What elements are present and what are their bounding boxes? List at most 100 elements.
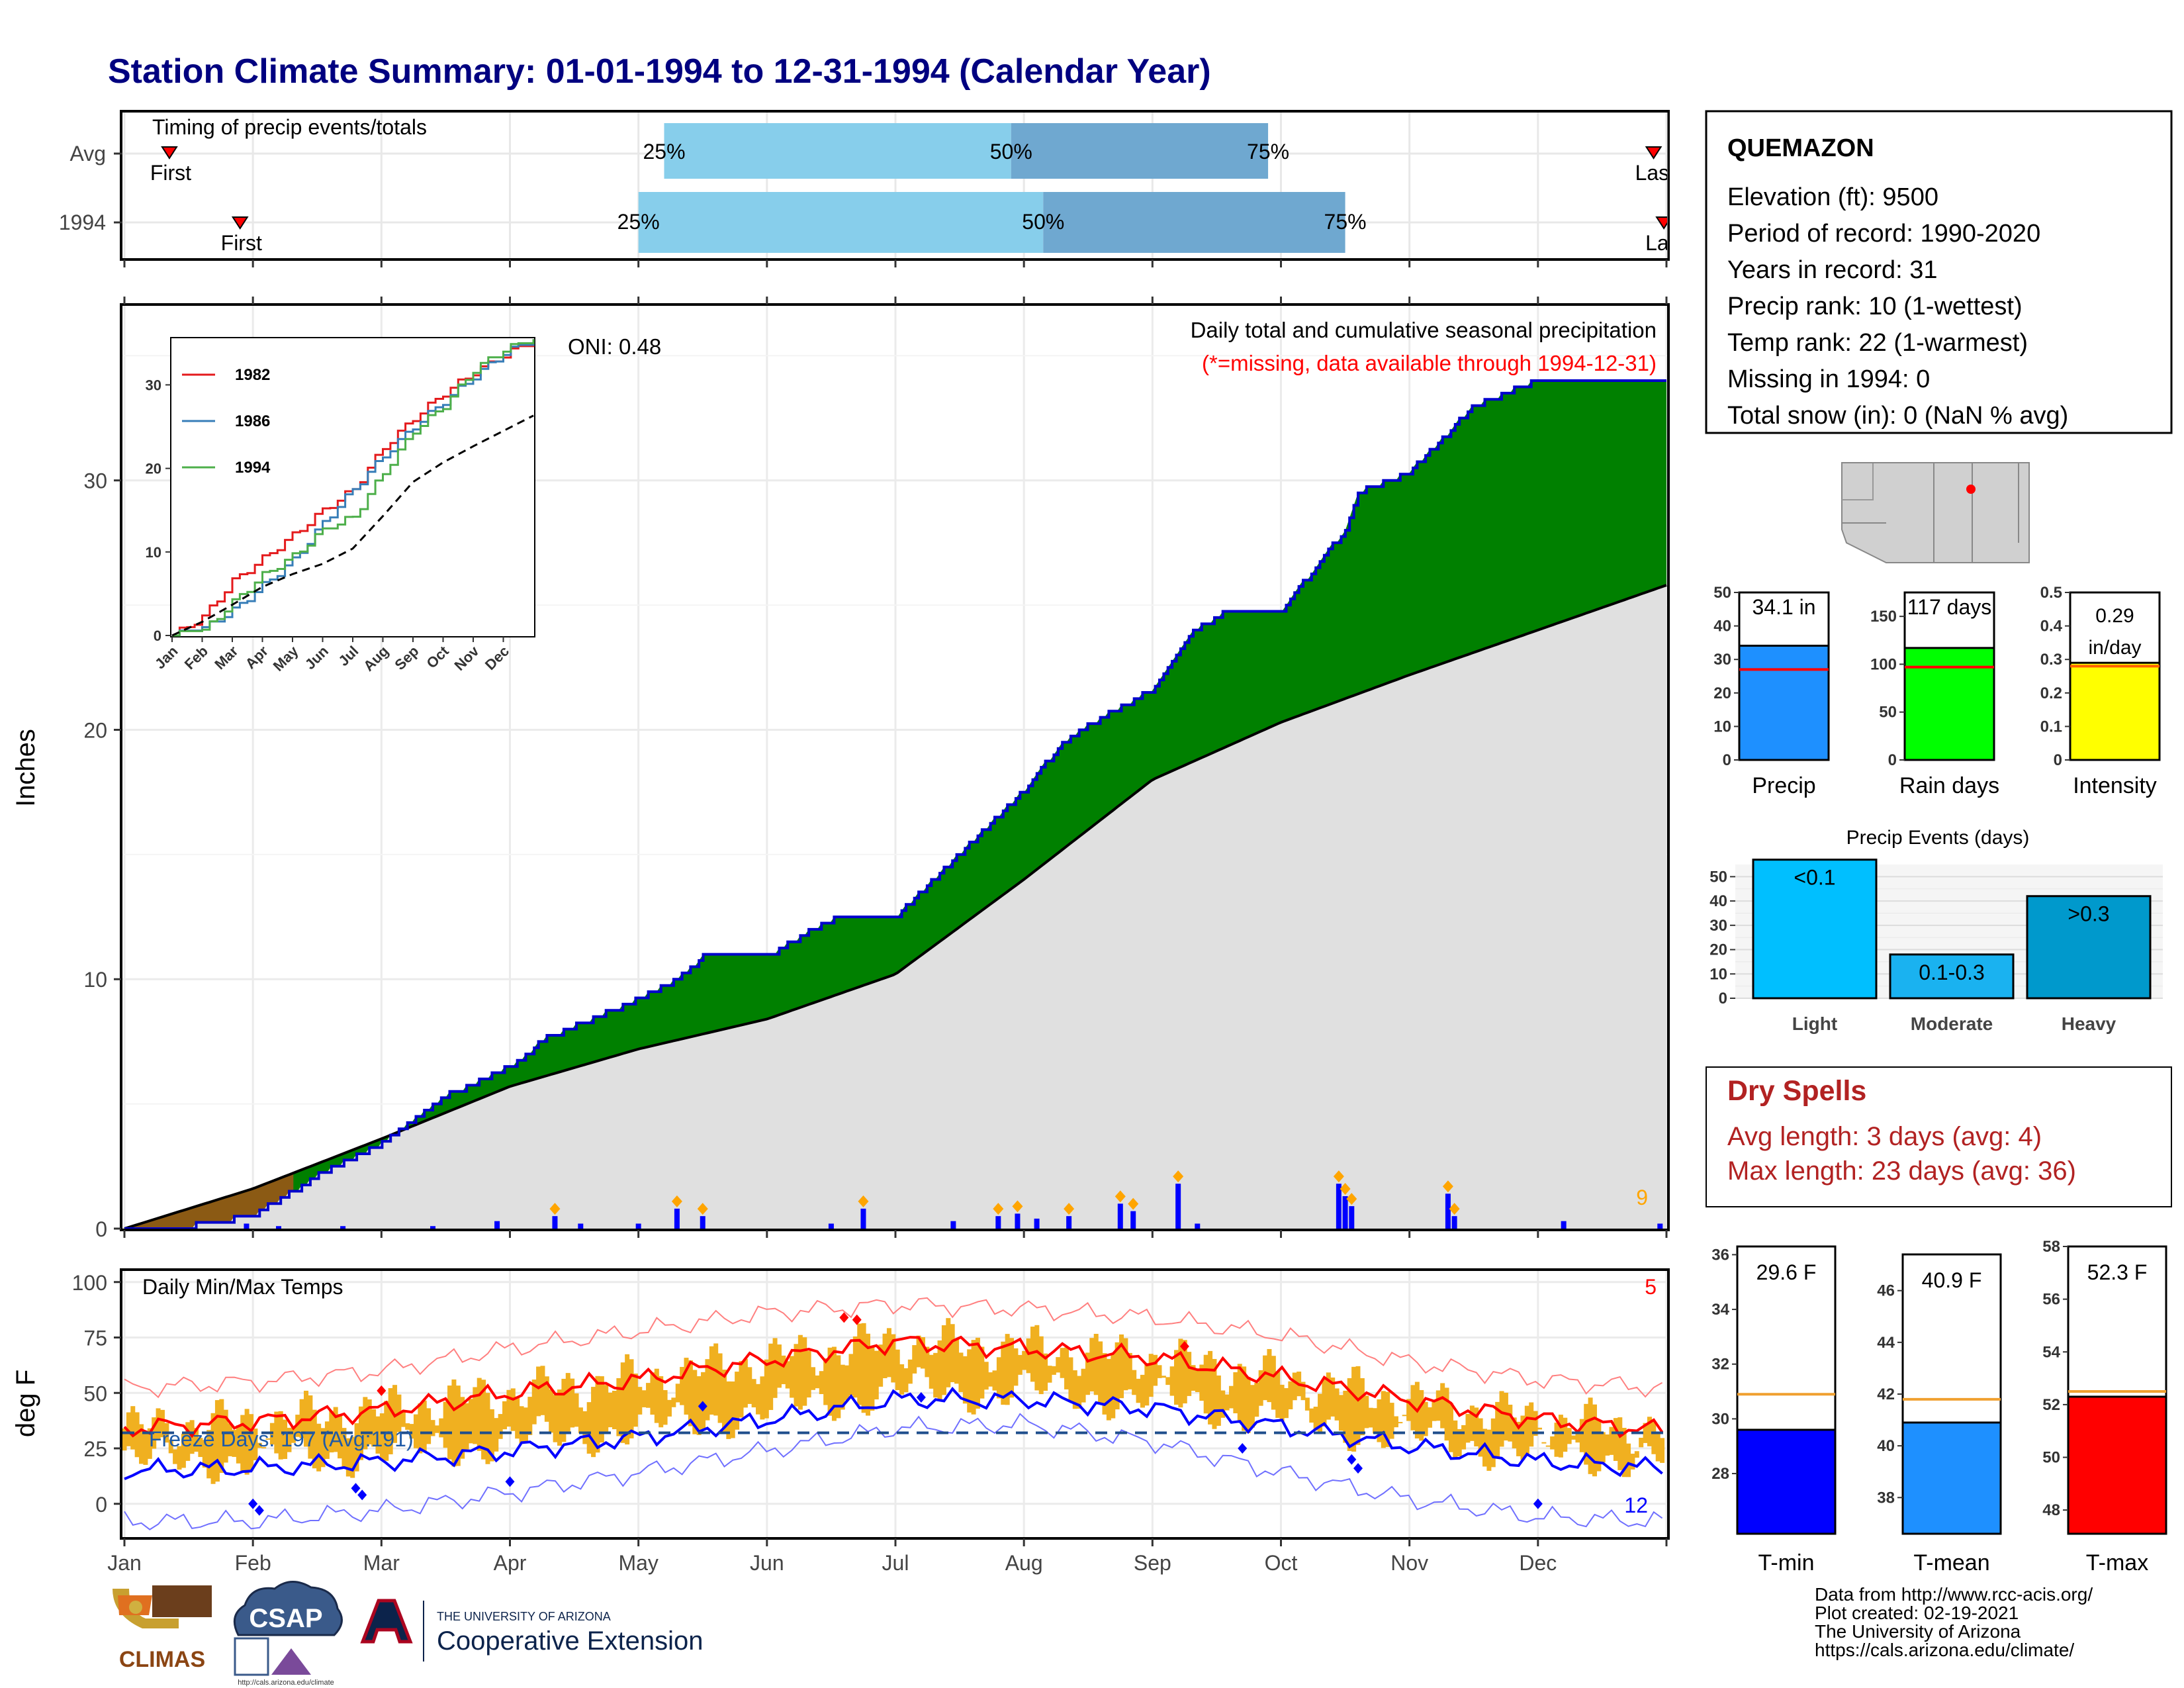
daily-temp-bar	[485, 1393, 490, 1464]
daily-temp-bar	[662, 1389, 668, 1425]
daily-temp-bar	[1077, 1376, 1082, 1409]
event-bar-label: <0.1	[1794, 866, 1835, 890]
events-y-tick-label: 30	[1709, 917, 1727, 935]
daily-temp-bar	[929, 1354, 934, 1389]
daily-temp-bar	[1098, 1341, 1103, 1405]
daily-precip-bar	[1015, 1213, 1021, 1229]
daily-temp-bar	[1068, 1357, 1073, 1402]
inset-series-line	[172, 339, 535, 637]
cold-extreme-marker	[248, 1498, 258, 1509]
daily-temp-bar	[1381, 1391, 1386, 1448]
daily-temp-bar	[1228, 1385, 1234, 1409]
extreme-event-marker	[858, 1195, 869, 1207]
daily-temp-bar	[857, 1323, 862, 1405]
inset-x-tick-label: Apr	[242, 643, 272, 673]
daily-temp-bar	[574, 1393, 579, 1427]
daily-temp-bar	[1208, 1350, 1213, 1425]
daily-temp-bar	[506, 1389, 512, 1427]
daily-temp-bar	[1161, 1376, 1166, 1378]
daily-temp-bar	[1338, 1395, 1343, 1431]
daily-temp-bar	[367, 1399, 372, 1444]
daily-temp-bar	[1174, 1350, 1179, 1405]
daily-temp-bar	[1093, 1333, 1099, 1395]
stat-y-tick-label: 30	[1713, 651, 1731, 669]
daily-temp-bar	[1351, 1366, 1357, 1452]
daily-temp-bar	[139, 1424, 144, 1464]
daily-temp-bar	[549, 1389, 554, 1433]
daily-temp-bar	[1359, 1378, 1365, 1436]
daily-temp-bar	[1292, 1372, 1297, 1401]
daily-temp-bar	[1402, 1415, 1407, 1417]
daily-temp-bar	[612, 1390, 617, 1430]
daily-temp-bar	[515, 1396, 520, 1439]
daily-precip-bar	[860, 1208, 866, 1229]
daily-temp-bar	[641, 1390, 647, 1407]
daily-temp-bar	[557, 1389, 563, 1446]
temp-stat-y-tick-label: 54	[2042, 1343, 2060, 1361]
temp-stat-category: T-min	[1758, 1550, 1815, 1575]
stat-y-tick-label: 50	[1879, 704, 1897, 722]
daily-temp-bar	[473, 1387, 478, 1444]
precip-event-count: 9	[1636, 1186, 1648, 1209]
station-info-line: Precip rank: 10 (1-wettest)	[1727, 293, 2023, 320]
daily-temp-bar	[1398, 1422, 1403, 1424]
daily-temp-bar	[1102, 1353, 1107, 1415]
daily-temp-bar	[283, 1419, 288, 1460]
event-bar	[1889, 953, 2015, 1000]
daily-temp-bar	[735, 1372, 740, 1430]
daily-temp-bar	[439, 1418, 444, 1438]
daily-temp-bar	[811, 1367, 816, 1390]
daily-temp-bar	[866, 1333, 871, 1416]
daily-temp-bar	[1364, 1395, 1369, 1429]
daily-temp-bar	[274, 1411, 279, 1454]
daily-precip-bar	[1342, 1196, 1348, 1229]
daily-temp-bar	[954, 1338, 960, 1384]
daily-temp-bar	[287, 1427, 292, 1452]
daily-temp-bar	[1106, 1358, 1111, 1421]
daily-temp-bar	[844, 1365, 850, 1401]
daily-temp-bar	[1216, 1375, 1221, 1426]
daily-temp-bar	[797, 1335, 803, 1410]
daily-temp-bar	[1300, 1382, 1306, 1401]
stat-y-tick-label: 10	[1713, 718, 1731, 735]
daily-temp-bar	[1258, 1370, 1263, 1406]
daily-temp-bar	[544, 1376, 549, 1422]
daily-temp-bar	[903, 1368, 909, 1393]
daily-temp-bar	[1558, 1415, 1563, 1458]
daily-temp-bar	[291, 1427, 296, 1443]
timing-panel: 25% 50% 75% First Last 25% 50% 75% First Last Tim…	[59, 110, 1670, 267]
station-info-line: Years in record: 31	[1727, 256, 1938, 284]
daily-temp-bar	[447, 1385, 453, 1460]
daily-temp-bar	[1516, 1421, 1522, 1456]
daily-temp-bar	[599, 1376, 604, 1443]
stat-value-label: 0.29	[2095, 605, 2134, 627]
extreme-event-marker	[1449, 1203, 1460, 1215]
dry-spells-title: Dry Spells	[1727, 1075, 1866, 1107]
daily-temp-bar	[1022, 1350, 1027, 1370]
daily-temp-bar	[1157, 1365, 1162, 1378]
daily-temp-bar	[595, 1376, 600, 1453]
daily-temp-bar	[962, 1356, 968, 1404]
daily-precip-bar	[950, 1221, 956, 1229]
ua-institution: THE UNIVERSITY OF ARIZONA	[437, 1610, 611, 1623]
timing-p50-label: 50%	[1022, 210, 1064, 234]
avg-min-line	[124, 1386, 1663, 1481]
daily-temp-bar	[219, 1399, 224, 1473]
inset-x-tick-label: Jun	[302, 643, 332, 673]
extreme-event-marker	[1128, 1197, 1139, 1210]
daily-temp-bar	[1047, 1366, 1052, 1383]
daily-temp-bar	[781, 1355, 786, 1385]
stat-value-label: 117 days	[1907, 595, 1992, 619]
precip-y-tick-label: 30	[83, 469, 107, 493]
daily-temp-bar	[1448, 1403, 1453, 1452]
daily-precip-bar	[1336, 1184, 1342, 1229]
stat-y-tick-label: 50	[1713, 584, 1731, 602]
daily-temp-bar	[620, 1362, 625, 1443]
stat-y-tick-label: 0.2	[2040, 684, 2062, 702]
daily-temp-bar	[874, 1350, 879, 1400]
daily-temp-bar	[1326, 1372, 1331, 1420]
stat-category-label: Precip	[1752, 773, 1815, 798]
daily-temp-bar	[739, 1361, 744, 1418]
daily-temp-bar	[629, 1359, 634, 1438]
daily-temp-bar	[1001, 1341, 1006, 1405]
